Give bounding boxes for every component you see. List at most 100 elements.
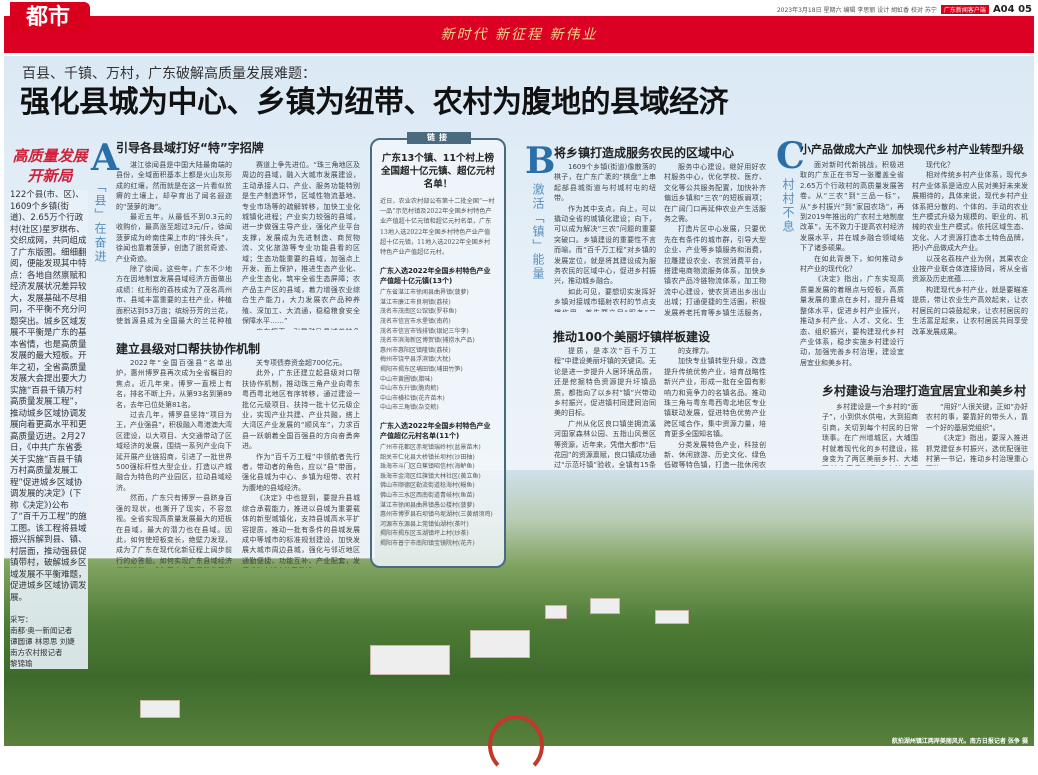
village-item: 惠州市博罗县石坝镇乌坭湖村(三黄胡须鸡)	[380, 511, 493, 519]
paragraph: 2022年“全国百强县”名单出炉，惠州博罗县再次成为全省瞩目的焦点。近几年来，博…	[116, 359, 232, 409]
paragraph: 《决定》指出，要深入推进抓党建促乡村振兴，选优配强驻村第一书记，推动乡村治理重心…	[926, 434, 1028, 466]
paragraph: 《决定》指出，广东实现高质量发展的着眼点与短板，高质量发展的重点在乡村，提升县域…	[800, 275, 904, 367]
town-item: 中山市黄圃镇(腊味)	[380, 375, 433, 383]
section-b-label: 激活「镇」能量	[531, 183, 545, 281]
link-title: 广东13个镇、11个村上榜全国超十亿元镇、超亿元村名单！	[380, 153, 495, 190]
link-tag: 链接	[407, 132, 471, 144]
paragraph: 作为“百千万工程”中领航者先行者，带动者的角色，应以“县”带面，强化县城为中心、…	[242, 452, 360, 492]
red-arch-bridge	[488, 715, 544, 775]
village-item: 湛江市徐闻县曲界镇愚公楼村(菠萝)	[380, 501, 475, 509]
building	[370, 645, 450, 675]
article-column: 现代化？ 相对传统乡村产业体系，现代乡村产业体系是适应人民对美好未来发展期待的，具…	[912, 160, 1028, 368]
article-column: 2022年“全国百强县”名单出炉，惠州博罗县再次成为全省瞩目的焦点。近几年来，博…	[116, 358, 232, 568]
paragraph: 此外，广东还建立起县级对口帮扶协作机制，推动珠三角产业向粤东粤西粤北地区有序转移…	[242, 369, 360, 451]
article-column: 赛道上争先进位。“珠三角地区及周边的县域，融入大城市发展建设，主动承接人口、产业…	[242, 160, 360, 330]
town-item: 茂名市信宜市钱排镇(银妃三华李)	[380, 327, 469, 335]
town-item: 中山市三角镇(杂交鲩)	[380, 404, 439, 412]
paragraph: “用好”人很关键，正如“办好农村的事，要靠好的带头人，靠一个好的基层党组织”。	[926, 403, 1028, 432]
village-item: 珠海市斗门区白蕉镇昭信村(海鲈鱼)	[380, 463, 475, 471]
paragraph: 《决定》中也提到，要提升县城综合承载能力，推进以县城为重要载体的新型城镇化，支持…	[242, 494, 360, 568]
header-band: 新时代 新征程 新伟业	[4, 16, 1034, 53]
article-column: 提质，是本次“百千万工程”中建设美丽圩镇的关键词。无论是进一步提升人居环境品质，…	[554, 346, 656, 471]
section-b-heading: 将乡镇打造成服务农民的区域中心	[554, 146, 735, 160]
town-item: 梅州市饶平县浮滨镇(大枕)	[380, 356, 451, 364]
villages-list: 广州市花都区赤坭镇瑞岭村(盆景苗木) 韶关市仁化县大桥镇长坝村(沙田柚) 珠海市斗门…	[372, 443, 504, 549]
section-letter-c: C	[776, 135, 805, 177]
town-item: 广东省湛江市徐闻县曲界镇(菠萝)	[380, 289, 469, 297]
article-column: 面对新时代新挑战，积极进取的广东正在书写一张覆盖全省2.65万个行政村的高质量发…	[800, 160, 904, 368]
paragraph: 然而，广东只有博罗一县跻身百强的现状，也撕开了现实，不容忽视。全省实现高质量发展…	[116, 494, 232, 568]
paragraph: 广州从化区良口镇坐拥流溪河国家森林公园、五指山风景区等资源，近年来，凭借大都市“…	[554, 419, 656, 470]
credits-label: 采写：	[10, 615, 33, 624]
kicker: 百县、千镇、万村，广东破解高质量发展难题：	[22, 66, 316, 82]
towns-list: 广东省湛江市徐闻县曲界镇(菠萝) 湛江市廉江市良垌镇(荔枝) 茂名市茂南区公馆镇(罗…	[372, 288, 504, 413]
village-item: 河源市东源县上莞镇仙湖村(茶叶)	[380, 520, 469, 528]
meta-text: 2023年3月18日 星期六 编辑 李思丽 设计 胡虹香 校对 苏宁	[776, 7, 937, 14]
town-item: 茂名市滨海新区博贺镇(捕捞水产品)	[380, 337, 475, 345]
town-item: 茂名市茂南区公馆镇(罗非鱼)	[380, 308, 457, 316]
section-c-heading: 小产品做成大产业 加快现代乡村产业转型升级	[800, 143, 1024, 156]
section-a-heading: 引导各县域打好“特”字招牌	[116, 141, 264, 155]
paragraph: 打造片区中心发展，只要优先在有条件的城市群，引导大型企业、产业等乡镇服务和消费，…	[664, 225, 766, 317]
credits: 采写： 南都·奥一新闻记者 谭圆谭 林思思 刘婕 南方农村报记者 黎锦瑜	[10, 614, 88, 669]
paragraph: 1609个乡镇(街道)像散落的棋子，在广东广袤的“棋盘”上串起部县城街道与村城村…	[554, 163, 656, 203]
town-item: 惠州市惠阳区镇隆镇(荔枝)	[380, 346, 451, 354]
paragraph: 现代化？	[926, 161, 954, 169]
slogan: 新时代 新征程 新伟业	[440, 27, 598, 43]
meta-tag: 广东新闻客户端	[940, 5, 989, 14]
villages-heading: 广东入选2022年全国乡村特色产业产值超亿元村名单(11个)	[380, 421, 491, 440]
credit-line: 黎锦瑜	[10, 659, 33, 668]
paragraph: 作为其中支点，向上，可以撬动全省的城镇化建设；向下，可以成为解决“三农”问题的重…	[554, 204, 656, 286]
paragraph: 以茂名荔枝产业为例，其果农企业按产业联合体连接协同，将从全省资源及历史底蕴……	[912, 254, 1028, 284]
paragraph: 提质，是本次“百千万工程”中建设美丽圩镇的关键词。无论是进一步提升人居环境品质，…	[554, 347, 656, 418]
paragraph: 关专项债券资金超700亿元。	[256, 359, 347, 367]
village-item: 佛山市三水区西南街道青岐村(鱼苗)	[380, 491, 475, 499]
article-column: 1609个乡镇(街道)像散落的棋子，在广东广袤的“棋盘”上串起部县城街道与村城村…	[554, 162, 656, 312]
section-c-label: 村村不息	[781, 178, 795, 234]
paragraph: 赛道上争先进位。“珠三角地区及周边的县域，融入大城市发展建设，主动承接人口、产业…	[242, 161, 360, 326]
page-meta: 2023年3月18日 星期六 编辑 李思丽 设计 胡虹香 校对 苏宁 广东新闻客…	[777, 4, 1032, 15]
building	[140, 700, 180, 718]
paragraph: 构建现代乡村产业，就是要瞄准提质，带让农业生产高效起来，让农村居民的口袋鼓起来，…	[912, 285, 1028, 336]
paragraph: 如此可见，要想切实发挥好乡镇对接城市辐射农村的节点支撑作用，首先要立足“服务”二…	[554, 287, 656, 312]
calligraphy-title: 高质量发展 开新局	[12, 147, 88, 185]
article-column: “用好”人很关键，正如“办好农村的事，要靠好的带头人，靠一个好的基层党组织”。《…	[926, 402, 1028, 466]
link-box: 链接 广东13个镇、11个村上榜全国超十亿元镇、超亿元村名单！ 近日，农业农村部…	[370, 132, 506, 568]
article-column: 关专项债券资金超700亿元。此外，广东还建立起县级对口帮扶协作机制，推动珠三角产…	[242, 358, 360, 568]
paragraph: 分类发展特色产业，科技创新、休闲旅游、历史文化、绿色低碳等特色镇，打造一批休闲农…	[664, 440, 766, 470]
building	[545, 605, 567, 619]
section-b-subheading: 推动100个美丽圩镇样板建设	[553, 330, 711, 344]
section-a-label: 「县」在奋进	[93, 180, 107, 264]
credit-line: 南方农村报记者	[10, 648, 63, 657]
paragraph: 湛江徐闻县是中国大陆最南端的县份，全域面积基本上都是火山灰形成的红壤，然而就是在…	[116, 161, 232, 211]
paragraph: 乡村建设是一个乡村的“面子”，小到供水供电，大到招商引商，关切到每个村民的日常琐…	[822, 403, 918, 466]
section-letter-a: A	[91, 137, 119, 179]
link-intro: 近日，农业农村部公布第十二批全国“一村一品”示范村镇及2022年全国乡村特色产业…	[380, 198, 495, 257]
lead-text: 122个县(市、区)、1609个乡镇(街道)、2.65万个行政村(社区)星罗棋布…	[10, 190, 87, 603]
credit-line: 南都·奥一新闻记者	[10, 626, 73, 635]
paragraph: 相对传统乡村产业体系，现代乡村产业体系是适应人民对美好未来发展期待的，具体来说，…	[912, 171, 1028, 253]
page-title: 强化县城为中心、乡镇为纽带、农村为腹地的县域经济	[20, 85, 729, 120]
paragraph: 在如此背景下，如何推动乡村产业的现代化？	[800, 254, 904, 274]
paragraph: 加快专业镇转型升级，改造提升传统优势产业，培育战略性新兴产业，形成一批在全国有影…	[664, 357, 766, 439]
paragraph: 除了徐闻，这些年，广东不少地方在因地制宜发展县域经济方面做出成绩：红彤彤的荔枝成…	[116, 265, 232, 325]
sidebar-stack: 122个县(市、区)、1609个乡镇(街道)、2.65万个行政村(社区)星罗棋布…	[10, 190, 88, 669]
section-tab: 都市	[10, 2, 90, 34]
paragraph: 最近五年，从最低不到0.3元的收购价，最高涨至超过3元/斤，徐闻菠萝成为岭南佳果…	[116, 213, 232, 263]
paragraph: 面对新时代新挑战，积极进取的广东正在书写一张覆盖全省2.65万个行政村的高质量发…	[800, 161, 904, 253]
village-item: 韶关市仁化县大桥镇长坝村(沙田柚)	[380, 453, 475, 461]
village-item: 揭阳市普宁市南阳镇宝镜院村(花卉)	[380, 539, 475, 547]
page-number: A04 05	[992, 4, 1032, 15]
section-letter-b: B	[525, 140, 556, 182]
town-item: 中山市东升镇(脆肉鲩)	[380, 385, 439, 393]
credit-line: 谭圆谭 林思思 刘婕	[10, 637, 75, 646]
building	[470, 630, 530, 658]
towns-heading: 广东入选2022年全国乡村特色产业产值超十亿元镇(13个)	[380, 267, 491, 286]
village-item: 珠海市金湾区红旗镇大林社区(黄立鱼)	[380, 472, 481, 480]
paragraph: 过去几年，博罗县坚持“项目为王，产业强县”，积极融入粤港澳大湾区建设，以大项目、…	[116, 411, 232, 492]
village-item: 广州市花都区赤坭镇瑞岭村(盆景苗木)	[380, 443, 481, 451]
building	[590, 598, 620, 614]
paragraph: 服务中心建设，继好用好农村服务中心，优化学校、医疗、文化等公共服务配置，加快补齐…	[664, 163, 766, 224]
paragraph: 的支撑力。	[678, 347, 713, 355]
photo-caption: 航拍湖州镇江两岸美丽风光。南方日报记者 张争 摄	[891, 738, 1028, 745]
